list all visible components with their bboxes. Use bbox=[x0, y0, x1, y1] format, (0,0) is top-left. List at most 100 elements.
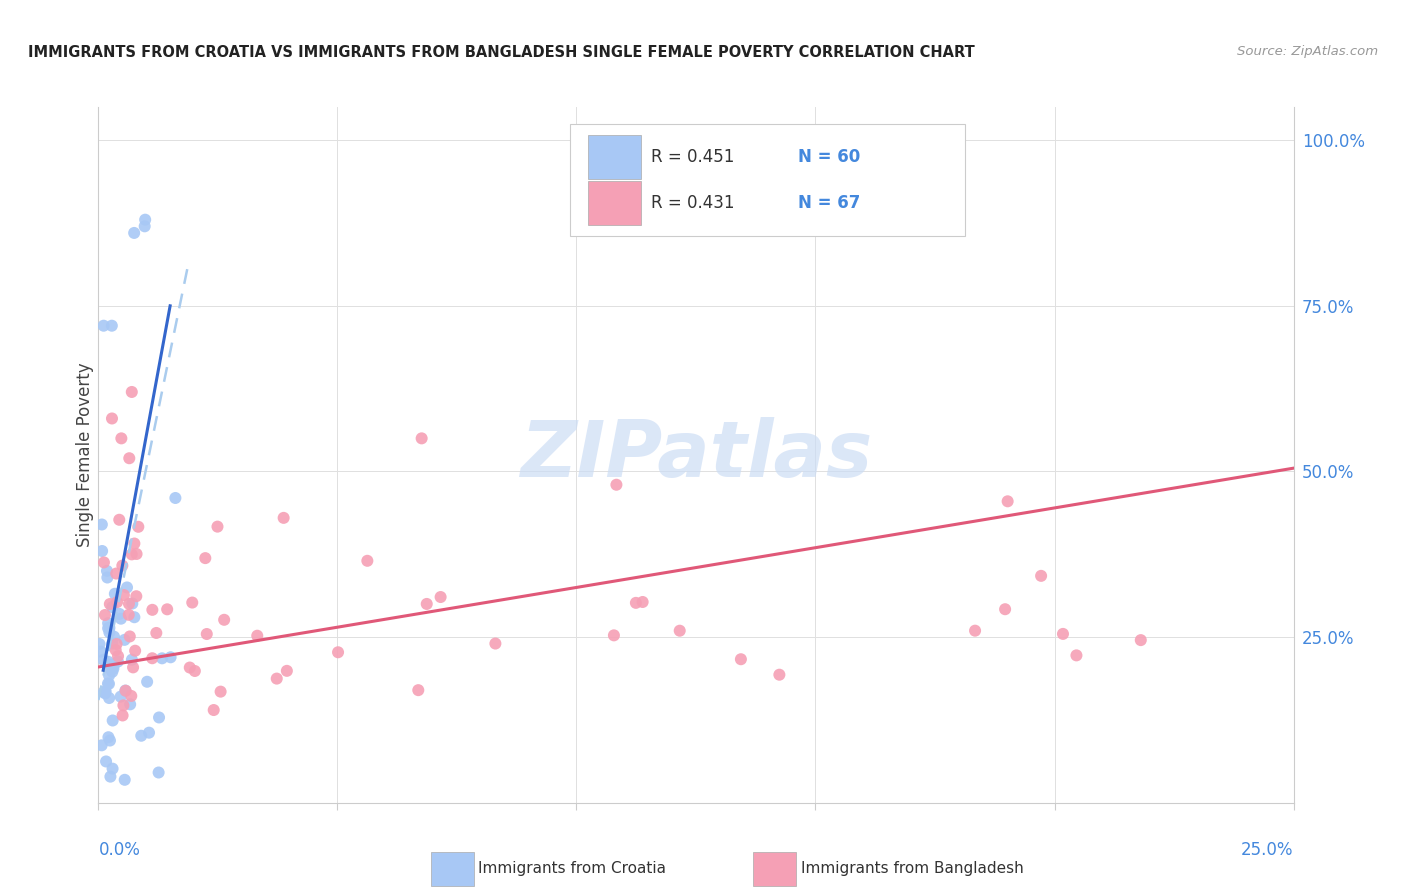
Point bbox=[429, 590, 451, 604]
Point bbox=[101, 714, 124, 728]
Point bbox=[768, 667, 790, 681]
Point bbox=[98, 597, 121, 611]
Point bbox=[103, 659, 125, 673]
Text: 25.0%: 25.0% bbox=[1241, 841, 1294, 859]
Point bbox=[266, 672, 288, 686]
FancyBboxPatch shape bbox=[571, 124, 965, 235]
Point bbox=[107, 649, 129, 664]
Point bbox=[484, 636, 506, 650]
Point bbox=[273, 511, 295, 525]
Point bbox=[94, 755, 117, 769]
Point bbox=[105, 637, 128, 651]
Point bbox=[207, 519, 229, 533]
Point bbox=[94, 607, 117, 622]
Point bbox=[108, 513, 131, 527]
Point bbox=[98, 733, 121, 747]
Point bbox=[209, 684, 232, 698]
Point bbox=[97, 676, 120, 690]
Point bbox=[121, 547, 143, 561]
Point bbox=[103, 662, 125, 676]
Point bbox=[356, 554, 378, 568]
Point bbox=[124, 610, 146, 624]
Point bbox=[138, 725, 160, 739]
Point bbox=[118, 607, 141, 622]
Point bbox=[97, 730, 120, 744]
Point bbox=[104, 643, 127, 657]
FancyBboxPatch shape bbox=[589, 181, 641, 226]
Point bbox=[141, 651, 163, 665]
Point bbox=[159, 650, 181, 665]
Point bbox=[156, 602, 179, 616]
Point bbox=[148, 710, 170, 724]
Point bbox=[93, 318, 115, 333]
Point bbox=[101, 665, 124, 679]
Point bbox=[668, 624, 690, 638]
Point bbox=[94, 684, 117, 698]
Point bbox=[97, 655, 120, 669]
Point bbox=[603, 628, 626, 642]
Point bbox=[118, 630, 141, 644]
Point bbox=[124, 644, 146, 658]
Text: Immigrants from Bangladesh: Immigrants from Bangladesh bbox=[801, 862, 1024, 877]
Point bbox=[90, 739, 112, 753]
Point bbox=[108, 607, 131, 621]
Point bbox=[105, 566, 128, 581]
Point bbox=[276, 664, 298, 678]
Point bbox=[91, 544, 114, 558]
Point bbox=[125, 589, 148, 603]
Point bbox=[624, 596, 647, 610]
Point bbox=[104, 587, 127, 601]
Text: R = 0.451: R = 0.451 bbox=[651, 148, 734, 166]
Point bbox=[98, 668, 121, 682]
Text: N = 67: N = 67 bbox=[797, 194, 860, 212]
Point bbox=[194, 551, 217, 566]
Point bbox=[124, 536, 146, 550]
Point bbox=[100, 770, 122, 784]
Point bbox=[121, 384, 143, 399]
Point bbox=[129, 729, 152, 743]
Point bbox=[93, 653, 115, 667]
Text: R = 0.431: R = 0.431 bbox=[651, 194, 734, 212]
Point bbox=[134, 219, 156, 234]
Point bbox=[408, 683, 430, 698]
Point bbox=[125, 547, 148, 561]
Point bbox=[90, 645, 112, 659]
Point bbox=[326, 645, 349, 659]
Text: IMMIGRANTS FROM CROATIA VS IMMIGRANTS FROM BANGLADESH SINGLE FEMALE POVERTY CORR: IMMIGRANTS FROM CROATIA VS IMMIGRANTS FR… bbox=[28, 45, 974, 60]
Point bbox=[141, 603, 163, 617]
Point bbox=[184, 664, 207, 678]
Text: Source: ZipAtlas.com: Source: ZipAtlas.com bbox=[1237, 45, 1378, 58]
Point bbox=[118, 451, 141, 466]
Point bbox=[110, 690, 132, 704]
Point bbox=[965, 624, 987, 638]
Point bbox=[114, 683, 136, 698]
Point bbox=[98, 677, 121, 691]
Point bbox=[96, 564, 118, 578]
Point bbox=[94, 686, 117, 700]
FancyBboxPatch shape bbox=[589, 135, 641, 179]
Point bbox=[120, 698, 142, 712]
Text: Immigrants from Croatia: Immigrants from Croatia bbox=[478, 862, 666, 877]
Point bbox=[101, 636, 124, 650]
Point bbox=[121, 597, 143, 611]
Point bbox=[114, 683, 136, 698]
Point bbox=[89, 637, 111, 651]
Point bbox=[121, 653, 143, 667]
Point bbox=[101, 762, 124, 776]
Point bbox=[1066, 648, 1088, 663]
Point bbox=[994, 602, 1017, 616]
Point bbox=[93, 685, 115, 699]
Point bbox=[97, 616, 120, 631]
Point bbox=[181, 596, 204, 610]
Point bbox=[631, 595, 654, 609]
Point bbox=[98, 625, 121, 640]
Point bbox=[246, 629, 269, 643]
Point bbox=[118, 597, 141, 611]
Point bbox=[97, 621, 120, 635]
Point bbox=[148, 765, 170, 780]
FancyBboxPatch shape bbox=[754, 852, 796, 886]
Point bbox=[134, 212, 156, 227]
Y-axis label: Single Female Poverty: Single Female Poverty bbox=[76, 363, 94, 547]
Point bbox=[111, 708, 134, 723]
Point bbox=[98, 691, 121, 706]
